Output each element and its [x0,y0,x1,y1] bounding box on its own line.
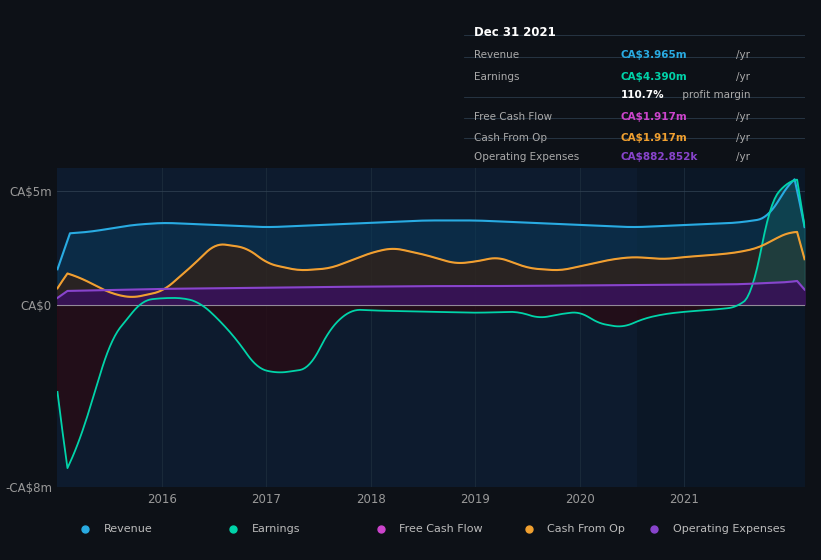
Text: Earnings: Earnings [474,72,520,82]
Text: CA$1.917m: CA$1.917m [621,133,687,143]
Text: Revenue: Revenue [103,524,153,534]
Text: /yr: /yr [736,50,750,60]
Text: Free Cash Flow: Free Cash Flow [400,524,483,534]
Text: CA$3.965m: CA$3.965m [621,50,687,60]
Text: CA$4.390m: CA$4.390m [621,72,687,82]
Text: 110.7%: 110.7% [621,90,664,100]
Text: Revenue: Revenue [474,50,519,60]
Text: /yr: /yr [736,72,750,82]
Text: CA$1.917m: CA$1.917m [621,112,687,122]
Text: Earnings: Earnings [252,524,300,534]
Text: Cash From Op: Cash From Op [474,133,547,143]
Text: Dec 31 2021: Dec 31 2021 [474,26,556,39]
Text: profit margin: profit margin [678,90,750,100]
Bar [637,168,805,487]
Text: /yr: /yr [736,112,750,122]
Text: Operating Expenses: Operating Expenses [474,152,580,162]
Text: Free Cash Flow: Free Cash Flow [474,112,553,122]
Text: Operating Expenses: Operating Expenses [673,524,785,534]
Text: /yr: /yr [736,133,750,143]
Text: Cash From Op: Cash From Op [548,524,625,534]
Text: /yr: /yr [736,152,750,162]
Text: CA$882.852k: CA$882.852k [621,152,698,162]
